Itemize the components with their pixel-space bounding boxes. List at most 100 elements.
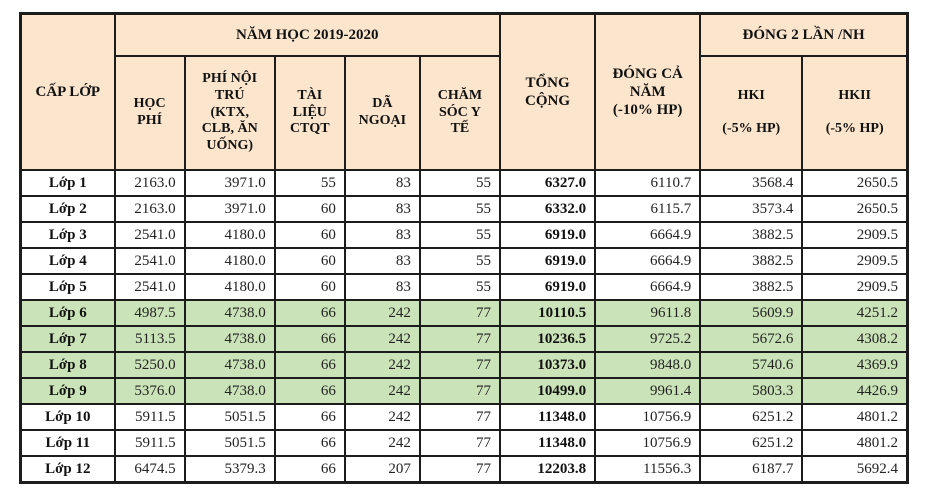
header-cap-lop: CẤP LỚP [19, 12, 116, 171]
hki-cell: 3882.5 [699, 247, 804, 275]
phi-noi-tru-cell: 4180.0 [183, 247, 276, 275]
dong-ca-nam-cell: 6664.9 [594, 221, 702, 249]
da-ngoai-cell: 242 [343, 299, 421, 327]
hkii-cell: 2650.5 [801, 195, 909, 223]
hki-cell: 3882.5 [699, 273, 804, 301]
grade-label: Lớp 3 [19, 221, 116, 249]
dong-ca-nam-cell: 6664.9 [594, 247, 702, 275]
da-ngoai-cell: 83 [343, 221, 421, 249]
table-row: Lớp 4 2541.0 4180.0 60 83 55 6919.0 6664.9 3882.… [19, 247, 909, 275]
grade-label: Lớp 5 [19, 273, 116, 301]
dong-ca-nam-cell: 10756.9 [594, 403, 702, 431]
tai-lieu-ctqt-cell: 60 [273, 195, 346, 223]
hkii-cell: 2909.5 [801, 221, 909, 249]
grade-label: Lớp 6 [19, 299, 116, 327]
phi-noi-tru-cell: 4738.0 [183, 351, 276, 379]
hkii-cell: 5692.4 [801, 455, 909, 484]
hoc-phi-cell: 2541.0 [113, 247, 186, 275]
table-row: Lớp 5 2541.0 4180.0 60 83 55 6919.0 6664.9 3882.… [19, 273, 909, 301]
phi-noi-tru-cell: 5051.5 [183, 403, 276, 431]
hkii-cell: 4369.9 [801, 351, 909, 379]
hkii-cell: 4801.2 [801, 403, 909, 431]
phi-noi-tru-cell: 5379.3 [183, 455, 276, 484]
dong-ca-nam-cell: 10756.9 [594, 429, 702, 457]
hki-cell: 3882.5 [699, 221, 804, 249]
phi-noi-tru-cell: 5051.5 [183, 429, 276, 457]
table-row: Lớp 1 2163.0 3971.0 55 83 55 6327.0 6110.7 3568.… [19, 169, 909, 197]
hoc-phi-cell: 4987.5 [113, 299, 186, 327]
da-ngoai-cell: 242 [343, 403, 421, 431]
tong-cong-cell: 11348.0 [498, 429, 597, 457]
cham-soc-y-te-cell: 77 [418, 299, 502, 327]
header-phi-noi-tru: PHÍ NỘI TRÚ (KTX, CLB, ĂN UỐNG) [183, 55, 276, 171]
cham-soc-y-te-cell: 77 [418, 351, 502, 379]
fee-table-container: CẤP LỚP NĂM HỌC 2019-2020 TỔNG CỘNG ĐÓNG… [19, 12, 909, 484]
tai-lieu-ctqt-cell: 66 [273, 455, 346, 484]
cham-soc-y-te-cell: 77 [418, 377, 502, 405]
hki-cell: 5672.6 [699, 325, 804, 353]
hoc-phi-cell: 2163.0 [113, 169, 186, 197]
dong-ca-nam-cell: 9848.0 [594, 351, 702, 379]
tai-lieu-ctqt-cell: 66 [273, 429, 346, 457]
phi-noi-tru-cell: 4180.0 [183, 273, 276, 301]
header-nam-hoc-2019-2020: NĂM HỌC 2019-2020 [113, 12, 502, 57]
hki-cell: 5740.6 [699, 351, 804, 379]
grade-label: Lớp 11 [19, 429, 116, 457]
table-row: Lớp 2 2163.0 3971.0 60 83 55 6332.0 6115.7 3573.… [19, 195, 909, 223]
dong-ca-nam-cell: 11556.3 [594, 455, 702, 484]
table-row: Lớp 9 5376.0 4738.0 66 242 77 10499.0 9961.4 580… [19, 377, 909, 405]
header-tai-lieu-ctqt: TÀI LIỆU CTQT [273, 55, 346, 171]
header-hki: HKI (-5% HP) [699, 55, 804, 171]
hoc-phi-cell: 5250.0 [113, 351, 186, 379]
tong-cong-cell: 6919.0 [498, 273, 597, 301]
phi-noi-tru-cell: 3971.0 [183, 195, 276, 223]
hkii-cell: 2909.5 [801, 273, 909, 301]
hoc-phi-cell: 2163.0 [113, 195, 186, 223]
cham-soc-y-te-cell: 55 [418, 195, 502, 223]
da-ngoai-cell: 207 [343, 455, 421, 484]
tai-lieu-ctqt-cell: 60 [273, 221, 346, 249]
dong-ca-nam-cell: 6110.7 [594, 169, 702, 197]
cham-soc-y-te-cell: 55 [418, 273, 502, 301]
grade-label: Lớp 2 [19, 195, 116, 223]
cham-soc-y-te-cell: 77 [418, 325, 502, 353]
header-dong-2-lan-nh: ĐÓNG 2 LẦN /NH [699, 12, 909, 57]
table-row: Lớp 10 5911.5 5051.5 66 242 77 11348.0 10756.9 6… [19, 403, 909, 431]
table-row: Lớp 8 5250.0 4738.0 66 242 77 10373.0 9848.0 574… [19, 351, 909, 379]
da-ngoai-cell: 242 [343, 351, 421, 379]
hoc-phi-cell: 5911.5 [113, 403, 186, 431]
phi-noi-tru-cell: 4180.0 [183, 221, 276, 249]
header-cham-soc-y-te: CHĂM SÓC Y TẾ [418, 55, 502, 171]
cham-soc-y-te-cell: 55 [418, 247, 502, 275]
hkii-cell: 4801.2 [801, 429, 909, 457]
hoc-phi-cell: 2541.0 [113, 221, 186, 249]
table-row: Lớp 11 5911.5 5051.5 66 242 77 11348.0 10756.9 6… [19, 429, 909, 457]
tong-cong-cell: 6327.0 [498, 169, 597, 197]
da-ngoai-cell: 242 [343, 377, 421, 405]
hki-cell: 5609.9 [699, 299, 804, 327]
phi-noi-tru-cell: 3971.0 [183, 169, 276, 197]
tai-lieu-ctqt-cell: 55 [273, 169, 346, 197]
da-ngoai-cell: 242 [343, 429, 421, 457]
phi-noi-tru-cell: 4738.0 [183, 325, 276, 353]
header-tong-cong: TỔNG CỘNG [498, 12, 597, 171]
hoc-phi-cell: 2541.0 [113, 273, 186, 301]
grade-label: Lớp 7 [19, 325, 116, 353]
tong-cong-cell: 6332.0 [498, 195, 597, 223]
tong-cong-cell: 6919.0 [498, 221, 597, 249]
tong-cong-cell: 12203.8 [498, 455, 597, 484]
hoc-phi-cell: 5376.0 [113, 377, 186, 405]
tong-cong-cell: 10373.0 [498, 351, 597, 379]
cham-soc-y-te-cell: 55 [418, 221, 502, 249]
dong-ca-nam-cell: 6664.9 [594, 273, 702, 301]
table-row: Lớp 12 6474.5 5379.3 66 207 77 12203.8 11556.3 6… [19, 455, 909, 484]
table-row: Lớp 3 2541.0 4180.0 60 83 55 6919.0 6664.9 3882.… [19, 221, 909, 249]
hkii-cell: 4426.9 [801, 377, 909, 405]
tong-cong-cell: 6919.0 [498, 247, 597, 275]
tuition-fee-table: CẤP LỚP NĂM HỌC 2019-2020 TỔNG CỘNG ĐÓNG… [19, 12, 909, 484]
da-ngoai-cell: 83 [343, 273, 421, 301]
dong-ca-nam-cell: 9961.4 [594, 377, 702, 405]
header-hkii: HKII (-5% HP) [801, 55, 909, 171]
grade-label: Lớp 9 [19, 377, 116, 405]
hki-cell: 3568.4 [699, 169, 804, 197]
